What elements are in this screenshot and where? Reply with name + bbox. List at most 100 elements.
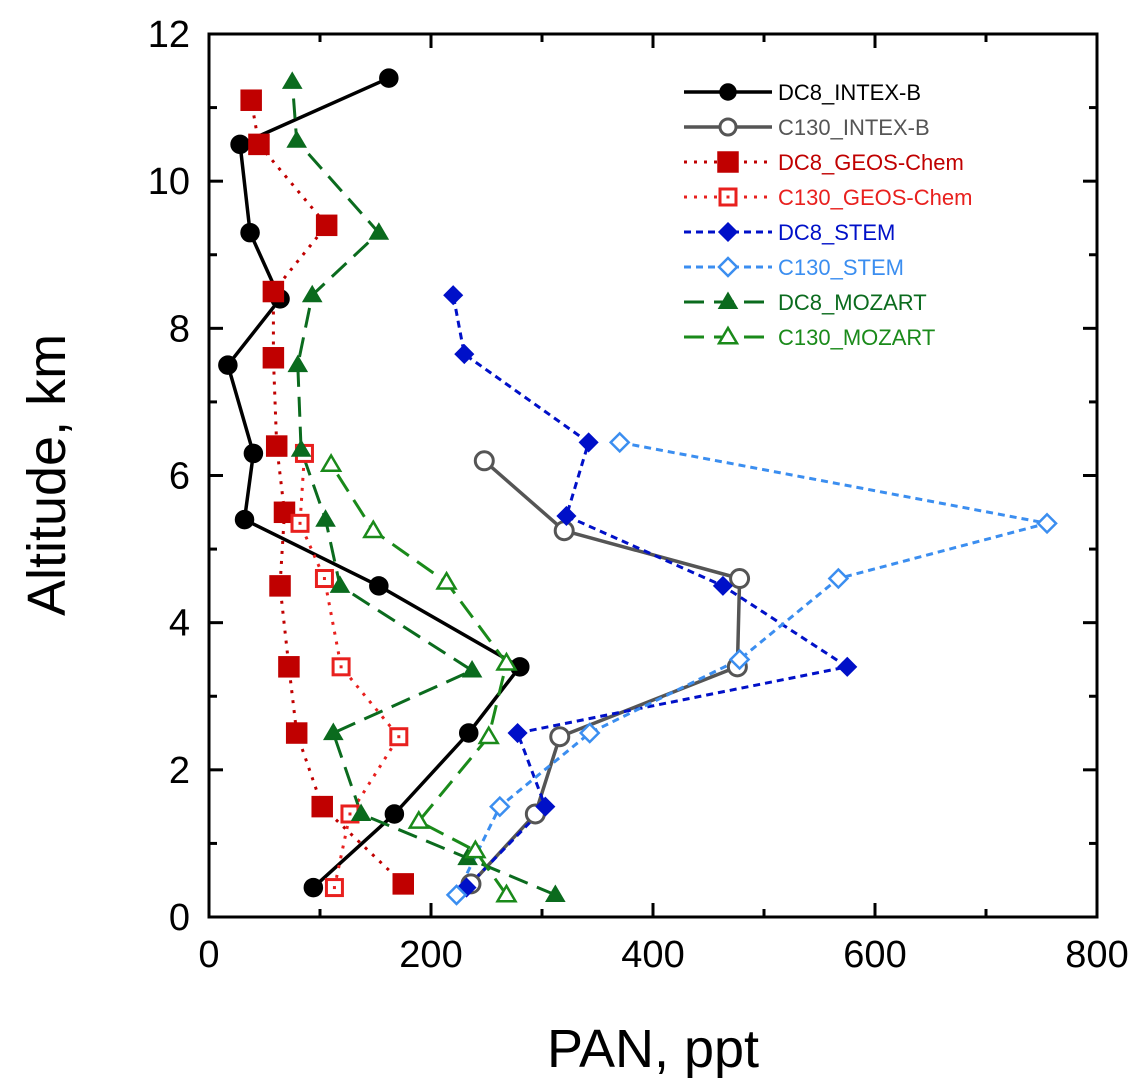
marker-square bbox=[262, 280, 285, 303]
marker-triangle bbox=[329, 575, 351, 593]
y-tick-label: 8 bbox=[169, 308, 190, 350]
legend-label: DC8_STEM bbox=[778, 220, 895, 245]
y-tick-label: 6 bbox=[169, 456, 190, 498]
y-tick-label: 12 bbox=[148, 14, 190, 56]
legend-item: C130_GEOS-Chem bbox=[684, 185, 972, 210]
series-line-C130_STEM bbox=[455, 440, 1049, 896]
x-tick-label: 200 bbox=[399, 934, 462, 976]
marker-square bbox=[248, 133, 270, 156]
marker-triangle bbox=[350, 803, 372, 822]
legend-item: DC8_STEM bbox=[684, 220, 895, 245]
series-line-C130_MOZART bbox=[329, 463, 508, 896]
marker-diamond bbox=[712, 575, 733, 596]
marker-square bbox=[392, 873, 414, 895]
marker-square bbox=[265, 435, 288, 457]
marker-triangle bbox=[495, 883, 518, 903]
marker-square bbox=[314, 569, 334, 589]
marker-triangle bbox=[290, 439, 312, 457]
marker-triangle bbox=[716, 325, 740, 345]
marker-circle bbox=[729, 568, 751, 590]
marker-diamond bbox=[535, 796, 556, 817]
marker-circle bbox=[718, 117, 738, 137]
marker-square bbox=[290, 513, 310, 533]
marker-circle bbox=[473, 450, 495, 472]
y-tick-label: 4 bbox=[169, 603, 190, 645]
marker-triangle bbox=[545, 884, 566, 902]
series-line-DC8_INTEX-B bbox=[226, 76, 522, 889]
plot-area bbox=[207, 32, 1099, 919]
marker-square bbox=[311, 795, 333, 818]
legend-item: DC8_MOZART bbox=[684, 290, 927, 315]
marker-triangle bbox=[319, 452, 343, 473]
series-points-DC8_GEOS-Chem bbox=[240, 89, 414, 895]
marker-square bbox=[273, 501, 296, 524]
series-points-DC8_MOZART bbox=[281, 71, 566, 902]
x-tick-label: 400 bbox=[621, 934, 684, 976]
marker-circle bbox=[549, 726, 571, 748]
y-tick-label: 10 bbox=[148, 161, 190, 203]
marker-circle bbox=[369, 576, 389, 596]
marker-diamond bbox=[556, 505, 577, 527]
marker-diamond bbox=[578, 432, 599, 453]
marker-circle bbox=[234, 509, 255, 530]
legend: DC8_INTEX-B C130_INTEX-B DC8_GEOS-Chem C130… bbox=[684, 80, 972, 350]
marker-circle bbox=[243, 443, 264, 464]
x-tick-label: 600 bbox=[843, 934, 906, 976]
x-tick-label: 800 bbox=[1065, 934, 1128, 976]
legend-item: DC8_INTEX-B bbox=[684, 80, 921, 105]
marker-diamond bbox=[837, 656, 858, 677]
series-line-C130_INTEX-B bbox=[469, 459, 742, 886]
marker-diamond bbox=[507, 722, 528, 744]
marker-square bbox=[389, 727, 409, 747]
marker-circle bbox=[303, 877, 324, 898]
legend-label: DC8_INTEX-B bbox=[778, 80, 921, 105]
marker-square bbox=[315, 214, 338, 237]
marker-triangle bbox=[281, 71, 303, 89]
marker-triangle bbox=[315, 509, 336, 527]
marker-triangle bbox=[368, 222, 390, 240]
marker-triangle bbox=[477, 725, 500, 745]
marker-triangle bbox=[362, 519, 385, 539]
marker-diamond bbox=[717, 256, 739, 278]
marker-diamond bbox=[443, 285, 464, 306]
marker-circle bbox=[384, 804, 405, 824]
series-points-C130_INTEX-B bbox=[460, 450, 751, 895]
series-markers bbox=[218, 68, 1058, 906]
marker-square bbox=[240, 89, 262, 111]
marker-diamond bbox=[728, 648, 751, 671]
legend-item: DC8_GEOS-Chem bbox=[684, 150, 964, 175]
marker-circle bbox=[379, 68, 399, 88]
legend-label: C130_INTEX-B bbox=[778, 115, 930, 140]
marker-triangle bbox=[287, 354, 309, 373]
marker-circle bbox=[458, 723, 479, 743]
marker-square bbox=[324, 878, 344, 898]
marker-diamond bbox=[489, 795, 511, 818]
x-axis-title: PAN, ppt bbox=[547, 1019, 759, 1079]
series-points-DC8_STEM bbox=[443, 285, 858, 898]
tick-labels: 0 200 400 600 800 0 2 4 6 8 10 12 bbox=[148, 14, 1129, 976]
marker-circle bbox=[230, 134, 250, 155]
legend-label: DC8_MOZART bbox=[778, 290, 927, 315]
marker-triangle bbox=[301, 284, 323, 303]
marker-circle bbox=[553, 520, 575, 542]
marker-square bbox=[269, 575, 291, 597]
marker-triangle bbox=[323, 722, 344, 741]
legend-label: C130_MOZART bbox=[778, 325, 935, 350]
legend-item: C130_MOZART bbox=[684, 325, 935, 350]
series-line-DC8_STEM bbox=[451, 294, 849, 889]
marker-diamond bbox=[608, 431, 631, 454]
marker-circle bbox=[218, 355, 238, 375]
marker-triangle bbox=[717, 291, 739, 310]
marker-triangle bbox=[435, 570, 458, 590]
legend-label: C130_STEM bbox=[778, 255, 904, 280]
marker-diamond bbox=[717, 221, 739, 243]
marker-circle bbox=[240, 222, 260, 243]
series-points-C130_GEOS-Chem bbox=[290, 443, 409, 898]
marker-diamond bbox=[1036, 512, 1058, 535]
marker-square bbox=[331, 657, 351, 677]
marker-diamond bbox=[445, 884, 468, 906]
marker-triangle bbox=[464, 839, 487, 859]
marker-square bbox=[285, 722, 308, 744]
marker-diamond bbox=[578, 722, 601, 744]
